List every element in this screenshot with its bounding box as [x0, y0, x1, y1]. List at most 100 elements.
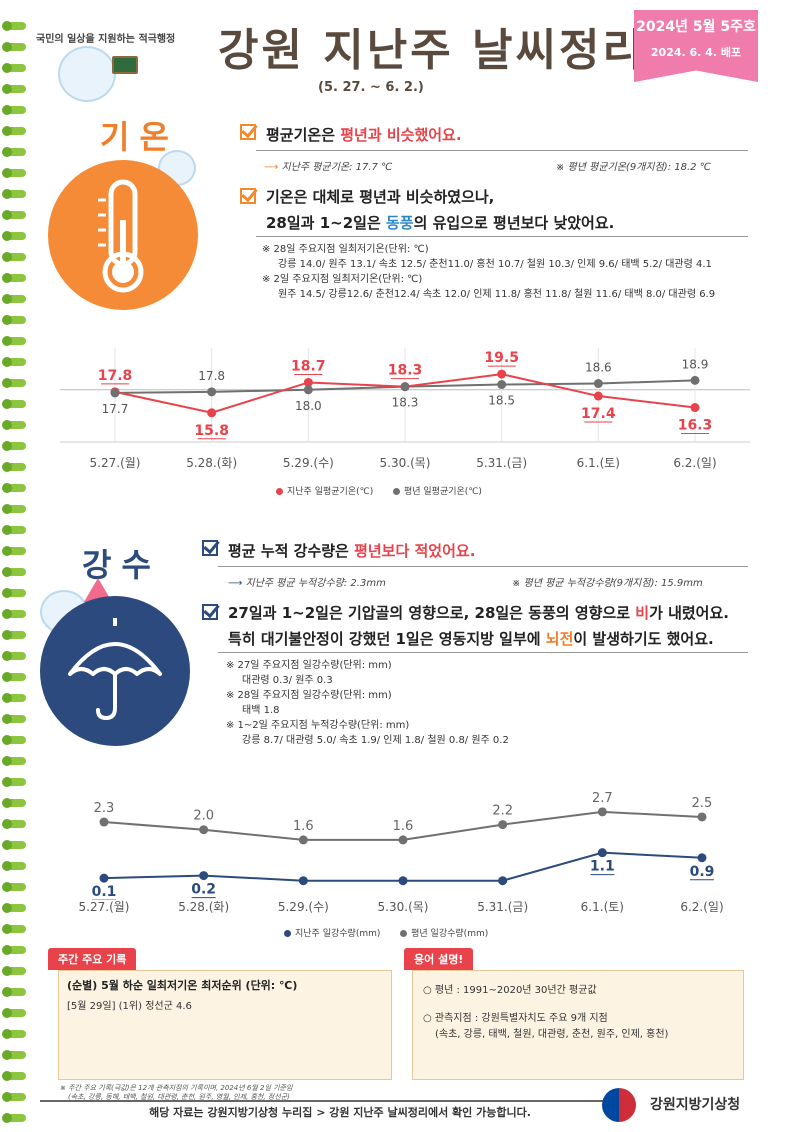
rain-summary-2-highlight-rain: 비 — [635, 604, 650, 622]
point-week — [207, 408, 217, 418]
spiral-ring — [2, 441, 26, 451]
records-foot1: ※ 주간 주요 기록(극값)은 12개 관측지점의 기록이며, 2024년 6월… — [60, 1084, 293, 1092]
spiral-ring — [2, 63, 26, 73]
spiral-ring — [2, 1092, 26, 1102]
rain-detail1-head: ※ 27일 주요지점 일강수량(단위: mm) — [226, 660, 392, 671]
point-normal — [207, 387, 217, 397]
temp-detail1-body: 강릉 14.0/ 원주 13.1/ 속초 12.5/ 춘천11.0/ 홍천 10… — [278, 259, 712, 270]
term-stations: ○ 관측지점 : 강원특별자치도 주요 9개 지점 — [423, 1013, 608, 1024]
spiral-ring — [2, 294, 26, 304]
spiral-ring — [2, 126, 26, 136]
temp-summary-1: 평균기온은 평년과 비슷했어요. — [266, 124, 462, 145]
spiral-ring — [2, 861, 26, 871]
footer-text: 해당 자료는 강원지방기상청 누리집 > 강원 지난주 날씨정리에서 확인 가능… — [149, 1106, 531, 1119]
spiral-ring — [2, 966, 26, 976]
data-label-week: 0.2 — [191, 882, 216, 898]
spiral-ring — [2, 1029, 26, 1039]
data-label-normal: 2.7 — [592, 791, 613, 806]
spiral-ring — [2, 231, 26, 241]
period: (5. 27. ~ 6. 2.) — [318, 80, 424, 95]
spiral-ring — [2, 168, 26, 178]
temp-detail1-head: ※ 28일 주요지점 일최저기온(단위: ℃) — [262, 244, 429, 255]
spiral-ring — [2, 882, 26, 892]
rain-detail2-body: 태백 1.8 — [242, 705, 280, 716]
data-label-week: 19.5 — [484, 350, 519, 366]
point-normal — [400, 382, 410, 392]
records-footnote: ※ 주간 주요 기록(극값)은 12개 관측지점의 기록이며, 2024년 6월… — [60, 1084, 292, 1102]
data-label-normal: 17.8 — [198, 369, 225, 383]
x-tick-label: 6.1.(토) — [576, 456, 620, 470]
legend-dot-gray — [400, 930, 408, 937]
point-week — [303, 377, 313, 387]
x-tick-label: 5.29.(수) — [282, 456, 334, 470]
x-tick-label: 6.2.(일) — [680, 900, 724, 914]
point-week — [398, 876, 408, 886]
slogan: 국민의 일상을 지원하는 적극행정 — [36, 34, 176, 45]
terms-box: ○ 평년 : 1991~2020년 30년간 평균값 ○ 관측지점 : 강원특별… — [412, 970, 744, 1080]
spiral-ring — [2, 525, 26, 535]
rain-summary-2-line2: 특히 대기불안정이 강했던 1일은 영동지방 일부에 뇌전이 발생하기도 했어요… — [228, 628, 714, 649]
spiral-ring — [2, 336, 26, 346]
point-normal — [99, 817, 109, 827]
point-week — [697, 853, 707, 863]
point-week — [497, 369, 507, 379]
data-label-normal: 1.6 — [393, 819, 414, 834]
spiral-ring — [2, 210, 26, 220]
x-tick-label: 5.28.(화) — [186, 456, 238, 470]
point-normal — [303, 385, 313, 395]
temperature-section-label: 기온 — [100, 118, 179, 156]
data-label-week: 0.1 — [92, 884, 117, 900]
spiral-ring — [2, 777, 26, 787]
term-normal: ○ 평년 : 1991~2020년 30년간 평균값 — [423, 985, 597, 996]
temp-details: ※ 28일 주요지점 일최저기온(단위: ℃) 강릉 14.0/ 원주 13.1… — [262, 242, 752, 302]
issue-week: 2024년 5월 5주호 — [636, 19, 756, 35]
rain-summary-2-line1-b: 가 내렸어요. — [649, 604, 729, 622]
point-normal — [298, 835, 308, 845]
spiral-ring — [2, 378, 26, 388]
spiral-ring — [2, 483, 26, 493]
spiral-ring — [2, 651, 26, 661]
data-label-normal: 2.5 — [692, 796, 713, 811]
mascot-board-icon — [112, 56, 138, 74]
data-label-normal: 2.3 — [94, 801, 115, 816]
spiral-ring — [2, 924, 26, 934]
spiral-ring — [2, 1050, 26, 1060]
spiral-ring — [2, 1071, 26, 1081]
rain-section-label: 강수 — [82, 546, 161, 584]
rain-summary-2-line1-a: 27일과 1~2일은 기압골의 영향으로, 28일은 동풍의 영향으로 — [228, 604, 636, 622]
checkbox-icon — [202, 604, 218, 620]
point-normal — [199, 825, 209, 835]
data-label-normal: 2.0 — [193, 809, 214, 824]
spiral-ring — [2, 987, 26, 997]
rain-detail3-head: ※ 1~2일 주요지점 누적강수량(단위: mm) — [226, 720, 410, 731]
data-label-week: 16.3 — [678, 418, 713, 434]
spiral-ring — [2, 756, 26, 766]
point-normal — [697, 812, 707, 822]
spiral-ring — [2, 672, 26, 682]
spiral-binding — [0, 0, 30, 1132]
x-tick-label: 5.30.(목) — [377, 900, 429, 914]
legend-rain-week: 지난주 일강수량(mm) — [295, 929, 381, 939]
spiral-ring — [2, 714, 26, 724]
spiral-ring — [2, 399, 26, 409]
spiral-ring — [2, 504, 26, 514]
point-week — [597, 848, 607, 858]
checkbox-icon — [240, 124, 256, 140]
spiral-ring — [2, 252, 26, 262]
data-label-week: 1.1 — [590, 859, 615, 875]
divider — [256, 150, 748, 151]
records-box: (순별) 5월 하순 일최저기온 최저순위 (단위: ℃) [5월 29일] (… — [58, 970, 392, 1080]
legend-dot-gray — [392, 488, 400, 495]
data-label-normal: 18.5 — [488, 394, 515, 408]
temp-note-right: ※ 평년 평균기온(9개지점): 18.2 ℃ — [556, 162, 711, 173]
records-line: [5월 29일] (1위) 정선군 4.6 — [67, 1001, 192, 1012]
spiral-ring — [2, 357, 26, 367]
checkbox-icon — [240, 188, 256, 204]
temp-summary-2-highlight: 동풍 — [385, 214, 414, 232]
spiral-ring — [2, 567, 26, 577]
spiral-ring — [2, 693, 26, 703]
umbrella-icon — [40, 596, 190, 746]
rain-details: ※ 27일 주요지점 일강수량(단위: mm) 대관령 0.3/ 원주 0.3 … — [226, 658, 726, 748]
x-tick-label: 6.2.(일) — [673, 456, 717, 470]
x-tick-label: 5.31.(금) — [477, 900, 529, 914]
